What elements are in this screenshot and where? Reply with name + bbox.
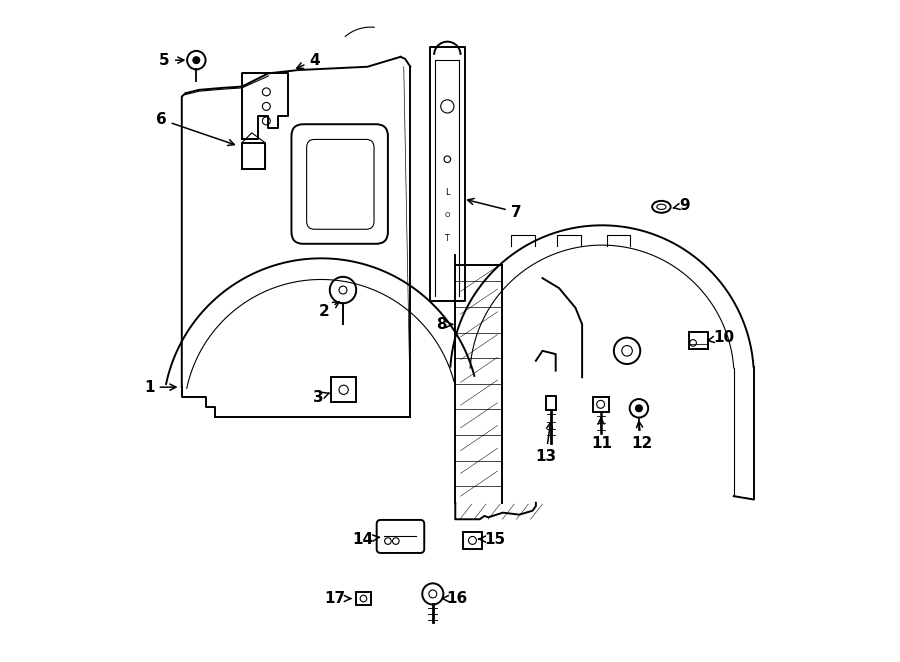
Text: 17: 17 (324, 591, 351, 606)
FancyBboxPatch shape (331, 377, 356, 402)
Text: 13: 13 (536, 422, 556, 464)
FancyBboxPatch shape (292, 124, 388, 244)
FancyBboxPatch shape (689, 332, 707, 350)
Text: 8: 8 (436, 317, 453, 332)
Text: L: L (445, 188, 450, 197)
Circle shape (635, 405, 643, 412)
Text: 1: 1 (144, 379, 176, 395)
Text: 15: 15 (479, 532, 506, 547)
FancyBboxPatch shape (464, 532, 482, 549)
Text: 7: 7 (468, 199, 521, 220)
Text: 9: 9 (673, 198, 689, 213)
FancyBboxPatch shape (356, 592, 372, 605)
FancyBboxPatch shape (307, 140, 374, 229)
Text: 3: 3 (312, 389, 329, 404)
FancyBboxPatch shape (545, 396, 556, 410)
Text: 4: 4 (297, 53, 320, 68)
Text: 12: 12 (631, 421, 652, 451)
FancyBboxPatch shape (593, 397, 608, 412)
Text: O: O (445, 213, 450, 218)
Text: 2: 2 (320, 302, 339, 318)
Text: 5: 5 (159, 53, 184, 68)
Text: 14: 14 (352, 532, 379, 547)
Text: 16: 16 (442, 591, 467, 606)
Text: T: T (445, 234, 450, 243)
Text: 11: 11 (591, 418, 612, 451)
Text: 10: 10 (707, 330, 734, 345)
FancyBboxPatch shape (377, 520, 424, 553)
Circle shape (193, 57, 200, 64)
Text: 6: 6 (156, 112, 234, 146)
